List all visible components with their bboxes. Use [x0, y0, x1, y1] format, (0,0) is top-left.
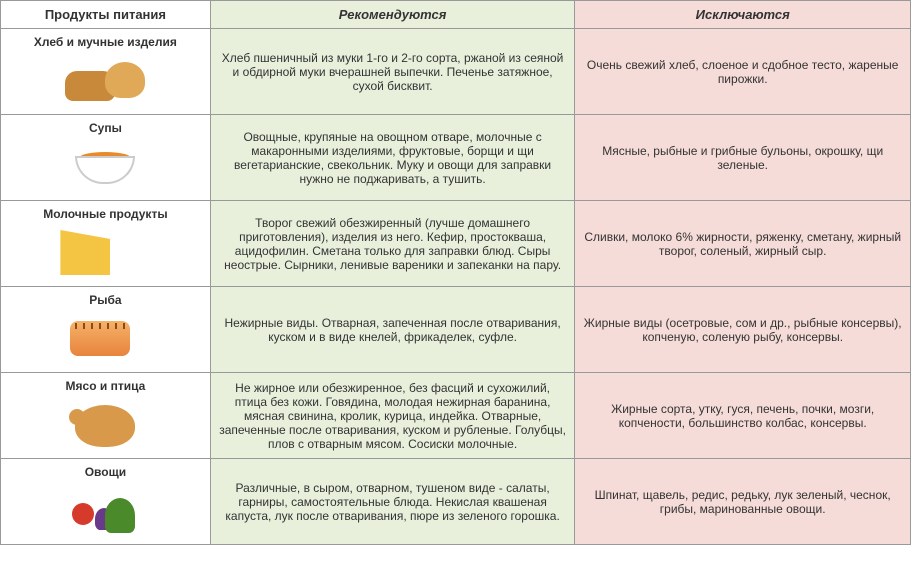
header-product: Продукты питания	[1, 1, 211, 29]
table-row: Овощи Различные, в сыром, отварном, туше…	[1, 459, 911, 545]
exclude-cell: Шпинат, щавель, редис, редьку, лук зелен…	[575, 459, 911, 545]
soup-icon	[9, 139, 202, 194]
product-label: Мясо и птица	[9, 379, 202, 393]
product-cell: Супы	[1, 115, 211, 201]
table-row: Хлеб и мучные изделия Хлеб пшеничный из …	[1, 29, 911, 115]
product-cell: Овощи	[1, 459, 211, 545]
product-cell: Рыба	[1, 287, 211, 373]
dairy-icon	[9, 225, 202, 280]
vegetables-icon	[9, 483, 202, 538]
product-cell: Мясо и птица	[1, 373, 211, 459]
product-cell: Хлеб и мучные изделия	[1, 29, 211, 115]
exclude-cell: Очень свежий хлеб, слоеное и сдобное тес…	[575, 29, 911, 115]
product-label: Супы	[9, 121, 202, 135]
exclude-cell: Мясные, рыбные и грибные бульоны, окрошк…	[575, 115, 911, 201]
recommend-cell: Различные, в сыром, отварном, тушеном ви…	[210, 459, 575, 545]
table-row: Рыба Нежирные виды. Отварная, запеченная…	[1, 287, 911, 373]
header-recommend: Рекомендуются	[210, 1, 575, 29]
product-label: Хлеб и мучные изделия	[9, 35, 202, 49]
exclude-cell: Сливки, молоко 6% жирности, ряженку, сме…	[575, 201, 911, 287]
product-label: Овощи	[9, 465, 202, 479]
recommend-cell: Нежирные виды. Отварная, запеченная посл…	[210, 287, 575, 373]
exclude-cell: Жирные виды (осетровые, сом и др., рыбны…	[575, 287, 911, 373]
table-row: Супы Овощные, крупяные на овощном отваре…	[1, 115, 911, 201]
meat-icon	[9, 397, 202, 452]
table-row: Мясо и птица Не жирное или обезжиренное,…	[1, 373, 911, 459]
recommend-cell: Хлеб пшеничный из муки 1-го и 2-го сорта…	[210, 29, 575, 115]
header-exclude: Исключаются	[575, 1, 911, 29]
fish-icon	[9, 311, 202, 366]
table-row: Молочные продукты Творог свежий обезжире…	[1, 201, 911, 287]
recommend-cell: Овощные, крупяные на овощном отваре, мол…	[210, 115, 575, 201]
product-cell: Молочные продукты	[1, 201, 211, 287]
exclude-cell: Жирные сорта, утку, гуся, печень, почки,…	[575, 373, 911, 459]
product-label: Рыба	[9, 293, 202, 307]
product-label: Молочные продукты	[9, 207, 202, 221]
recommend-cell: Не жирное или обезжиренное, без фасций и…	[210, 373, 575, 459]
recommend-cell: Творог свежий обезжиренный (лучше домашн…	[210, 201, 575, 287]
header-row: Продукты питания Рекомендуются Исключают…	[1, 1, 911, 29]
bread-icon	[9, 53, 202, 108]
diet-table: Продукты питания Рекомендуются Исключают…	[0, 0, 911, 545]
